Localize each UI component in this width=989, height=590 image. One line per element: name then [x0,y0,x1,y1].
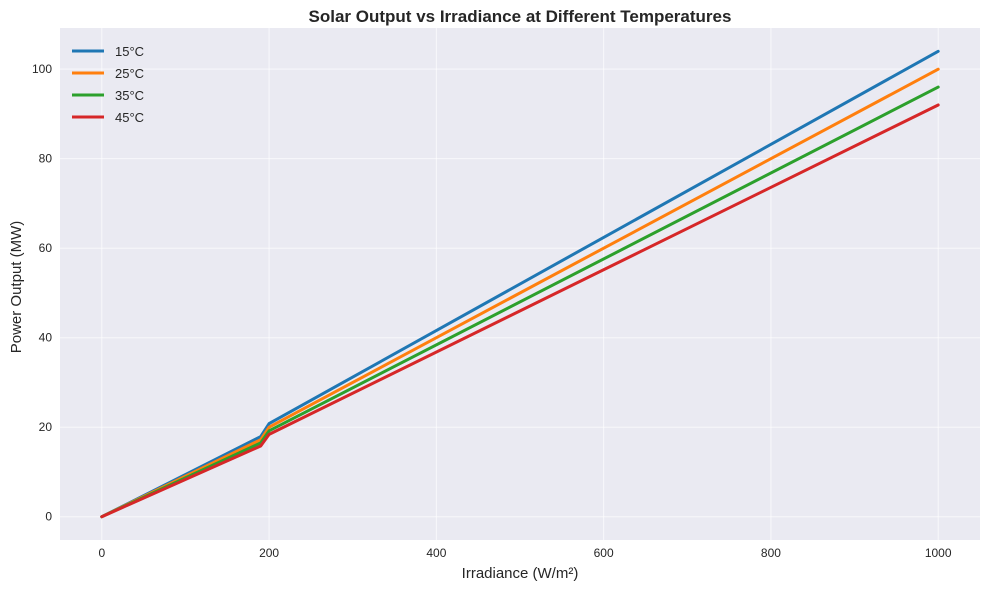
y-tick-label: 80 [39,152,53,166]
x-tick-label: 200 [259,546,279,560]
y-tick-label: 0 [45,510,52,524]
x-tick-label: 800 [761,546,781,560]
x-tick-labels: 0 200 400 600 800 1000 [98,546,951,560]
y-tick-label: 60 [39,241,53,255]
x-tick-label: 0 [98,546,105,560]
x-tick-label: 1000 [925,546,952,560]
chart-title: Solar Output vs Irradiance at Different … [309,7,732,26]
legend-label: 45°C [115,110,144,125]
x-tick-label: 400 [426,546,446,560]
y-tick-label: 20 [39,420,53,434]
y-tick-label: 100 [32,62,52,76]
legend-label: 15°C [115,44,144,59]
series-line-45°C [100,103,940,519]
y-tick-labels: 0 20 40 60 80 100 [32,62,52,524]
x-axis-label: Irradiance (W/m²) [462,565,579,582]
legend-label: 35°C [115,88,144,103]
legend: 15°C 25°C 35°C 45°C [72,44,144,125]
y-tick-label: 40 [39,331,53,345]
series-lines [100,49,940,519]
x-tick-label: 600 [594,546,614,560]
y-axis-label: Power Output (MW) [8,221,25,354]
legend-label: 25°C [115,66,144,81]
